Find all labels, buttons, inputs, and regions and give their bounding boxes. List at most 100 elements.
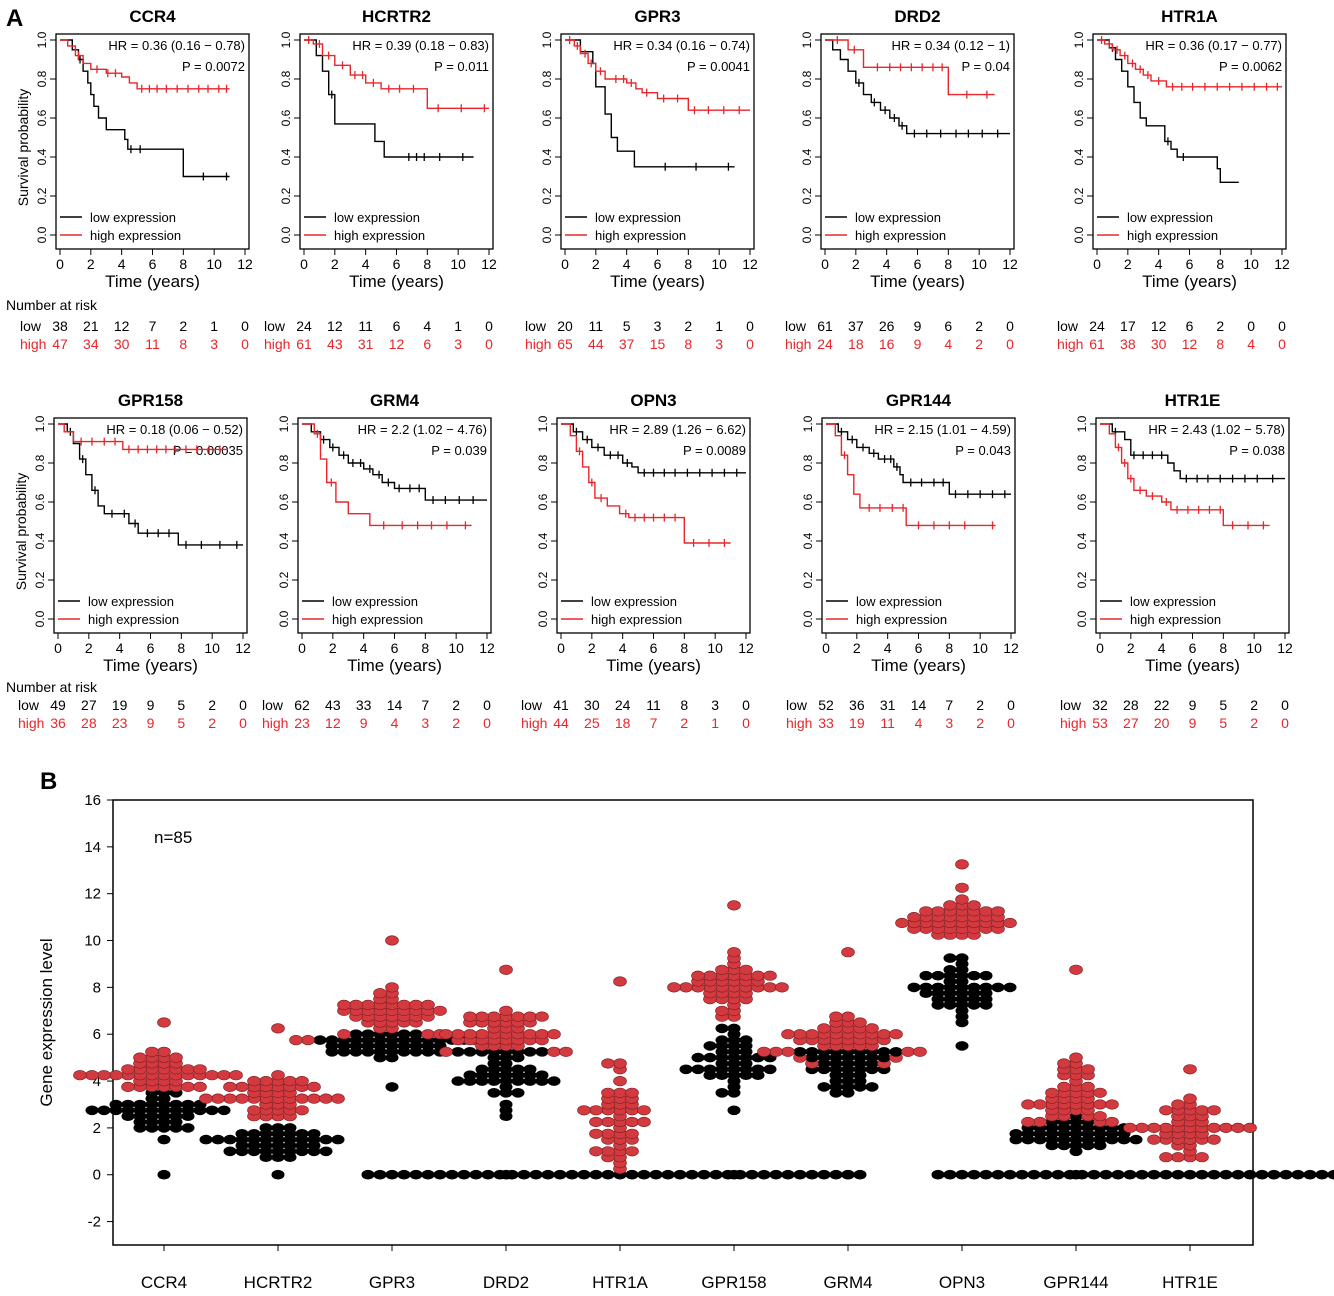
risk-count-high: 2 [680, 715, 688, 731]
risk-count-low: 14 [911, 697, 927, 713]
x-tick-label: 6 [915, 640, 923, 656]
data-point-low [511, 1064, 525, 1075]
x-tick-label: 0 [54, 640, 62, 656]
risk-count-high: 18 [615, 715, 631, 731]
y-tick-label: 0.0 [279, 226, 293, 243]
data-point-high [943, 900, 957, 911]
survival-curve-high [1097, 39, 1282, 88]
legend-label-low: low expression [595, 210, 681, 225]
y-axis-label: Survival probability [13, 473, 29, 591]
data-point-high [349, 999, 363, 1011]
y-tick-label: 0.4 [540, 148, 554, 165]
data-point-high [1021, 1116, 1035, 1128]
data-point-low [577, 1169, 591, 1180]
risk-count-high: 11 [145, 336, 160, 352]
data-point-low [1099, 1169, 1113, 1180]
data-point-high [247, 1105, 261, 1116]
data-point-high [331, 1093, 345, 1104]
risk-count-low: 0 [1006, 318, 1014, 334]
hazard-ratio: HR = 2.43 (1.02 − 5.78) [1148, 422, 1285, 437]
data-point-low [979, 1169, 993, 1180]
risk-count-high: 44 [588, 336, 604, 352]
x-axis-label: Time (years) [349, 272, 444, 291]
data-point-low [499, 1099, 513, 1110]
risk-row-label-high: high [262, 715, 288, 731]
data-point-low [727, 1023, 741, 1034]
legend-label-high: high expression [88, 612, 179, 627]
y-tick-label: 0.8 [279, 70, 293, 87]
dot-column-htr1a [361, 976, 867, 1180]
data-point-low [1219, 1169, 1233, 1180]
y-tick-label: 0.0 [35, 226, 49, 243]
km-panel-grm4: GRM4 0.0 0.2 0.4 0.6 0.8 1.0 0 2 4 6 8 10 12 Time (yea… [262, 391, 495, 731]
data-point-low [523, 1047, 537, 1057]
data-point-high [307, 1081, 321, 1092]
data-point-high [385, 935, 399, 946]
data-point-high [1183, 1064, 1197, 1075]
y-tick-label: 0.4 [277, 532, 291, 549]
risk-count-high: 1 [711, 715, 719, 731]
data-point-high [601, 1116, 615, 1128]
risk-count-high: 8 [1216, 336, 1224, 352]
data-point-low [745, 1169, 759, 1180]
x-tick-label: 0 [822, 640, 830, 656]
y-tick-label: 1.0 [277, 415, 291, 432]
risk-row-label-low: low [1060, 697, 1082, 713]
risk-count-low: 8 [680, 697, 688, 713]
data-point-high [877, 1029, 891, 1040]
expression-dotplot: -2 0 2 4 6 8 10 12 14 16 Gene expression level n=85… [37, 792, 1334, 1292]
data-point-high [289, 1034, 303, 1046]
data-point-high [751, 970, 765, 981]
gene-title: GPR144 [886, 391, 952, 410]
y-tick-label: 0.2 [35, 187, 49, 204]
data-point-high [1243, 1122, 1257, 1133]
data-point-low [469, 1169, 483, 1180]
data-point-high [1171, 1099, 1185, 1110]
risk-count-high: 23 [112, 715, 128, 731]
legend-label-high: high expression [856, 612, 947, 627]
data-point-high [781, 1046, 795, 1057]
x-axis-label: Time (years) [870, 272, 965, 291]
data-point-low [463, 1047, 477, 1057]
risk-count-low: 4 [423, 318, 431, 334]
data-point-low [505, 1169, 519, 1180]
data-point-low [463, 1070, 477, 1080]
x-tick-label: 2 [87, 256, 95, 272]
risk-count-high: 31 [358, 336, 374, 352]
data-point-low [1291, 1169, 1305, 1180]
data-point-high [1147, 1122, 1161, 1133]
data-point-low [727, 1169, 741, 1180]
y-tick-label: 1.0 [540, 31, 554, 48]
data-point-low [1171, 1169, 1185, 1180]
x-tick-label: 4 [116, 640, 124, 656]
y-tick-label: 8 [93, 979, 101, 996]
data-point-low [553, 1169, 567, 1180]
risk-count-low: 11 [646, 697, 661, 713]
risk-count-high: 12 [325, 715, 341, 731]
data-point-high [907, 911, 921, 923]
y-tick-label: 1.0 [801, 415, 815, 432]
data-point-high [1045, 1087, 1059, 1098]
data-point-high [703, 970, 717, 981]
panel-a-label: A [6, 5, 23, 32]
risk-count-low: 0 [239, 697, 247, 713]
x-axis-label: Time (years) [1145, 656, 1240, 675]
data-point-low [283, 1123, 297, 1133]
risk-count-high: 0 [241, 336, 249, 352]
x-axis-label: Time (years) [105, 272, 200, 291]
risk-count-high: 0 [1006, 336, 1014, 352]
risk-count-low: 19 [112, 697, 128, 713]
data-point-low [805, 1047, 819, 1057]
x-tick-label: 12 [1002, 256, 1018, 272]
data-point-high [901, 1046, 915, 1057]
y-tick-label: 0.2 [277, 571, 291, 588]
y-tick-label: 0.4 [33, 532, 47, 549]
data-point-low [169, 1099, 183, 1110]
data-point-high [715, 1005, 729, 1016]
data-point-low [385, 1082, 399, 1092]
y-tick-label: 0.0 [1075, 610, 1089, 627]
survival-curve-high [1100, 423, 1270, 527]
data-point-high [601, 1128, 615, 1139]
data-point-low [757, 1169, 771, 1180]
